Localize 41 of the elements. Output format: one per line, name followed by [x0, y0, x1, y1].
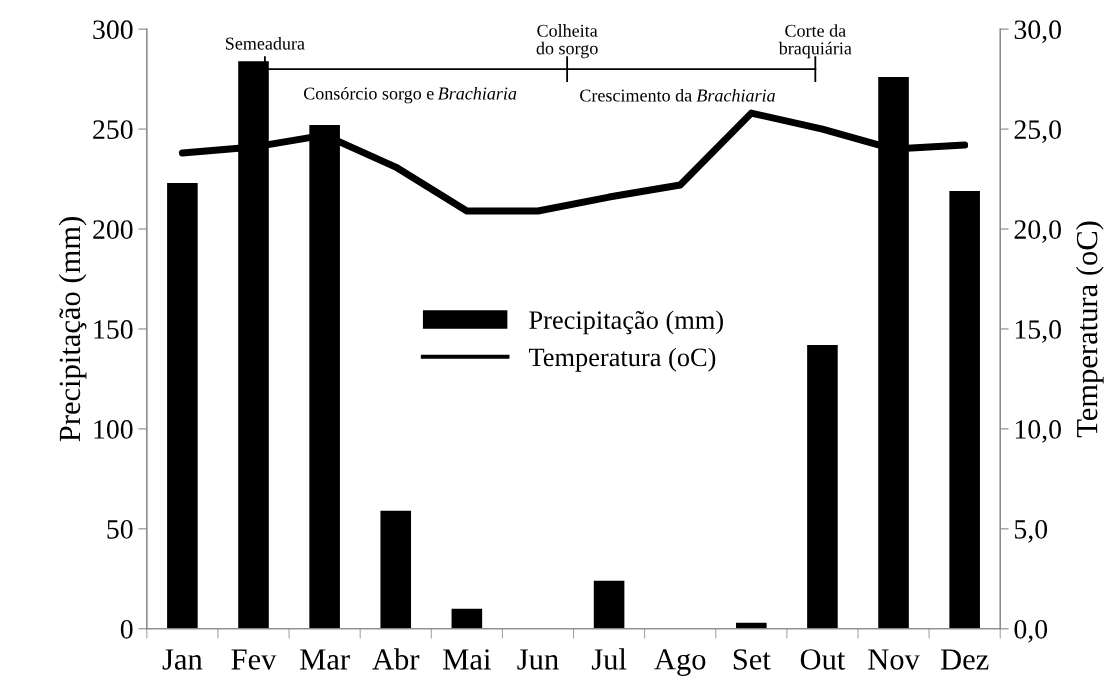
x-tick-label: Jul — [591, 648, 627, 670]
x-tick-label: Dez — [940, 649, 989, 670]
annotation: Crescimento da Brachiaria — [580, 88, 775, 102]
x-tick-label: Jun — [517, 649, 559, 670]
y-tick-label: 0 — [120, 619, 133, 639]
annotation: Consórcio sorgo e Brachiaria — [303, 86, 517, 104]
y2-axis-title: Temperatura (oC) — [1075, 221, 1104, 438]
x-tick-label: Fev — [231, 649, 277, 670]
y-tick-label: 200 — [93, 220, 133, 239]
y-tick-label: 100 — [94, 420, 133, 439]
y-tick-label: 150 — [94, 320, 133, 339]
x-tick-label: Mai — [443, 649, 491, 670]
y-tick-label: 50 — [107, 519, 133, 539]
bar — [807, 344, 838, 629]
y-axis-title: Precipitação (mm) — [58, 217, 87, 442]
y-tick-label: 250 — [93, 120, 133, 139]
x-tick-label: Jan — [162, 649, 203, 670]
x-tick-label: Out — [800, 649, 846, 670]
bar — [949, 191, 980, 629]
x-tick-label: Mar — [300, 649, 350, 670]
bar — [380, 510, 412, 629]
x-tick-label: Abr — [372, 648, 420, 670]
legend-label: Precipitação (mm) — [529, 310, 723, 335]
x-tick-label: Set — [733, 649, 771, 670]
legend-label: Temperatura (oC) — [528, 347, 716, 372]
y-tick-label: 300 — [93, 20, 133, 40]
bar — [451, 608, 483, 629]
y2-tick-label: 25,0 — [1014, 120, 1061, 143]
x-tick-label: Ago — [654, 649, 706, 676]
bar — [593, 580, 625, 629]
x-tick-label: Nov — [868, 649, 920, 670]
y2-tick-label: 10,0 — [1015, 420, 1061, 443]
y2-tick-label: 15,0 — [1015, 320, 1061, 343]
y2-tick-label: 20,0 — [1014, 220, 1061, 243]
annotation: Corte da braquiária — [778, 24, 852, 59]
y2-tick-label: 5,0 — [1015, 519, 1048, 543]
annotation: Semeadura — [225, 36, 305, 50]
annotation: Colheita do sorgo — [536, 24, 598, 59]
y2-tick-label: 30,0 — [1014, 20, 1061, 44]
bar — [167, 183, 198, 629]
y2-tick-label: 0,0 — [1014, 619, 1048, 643]
